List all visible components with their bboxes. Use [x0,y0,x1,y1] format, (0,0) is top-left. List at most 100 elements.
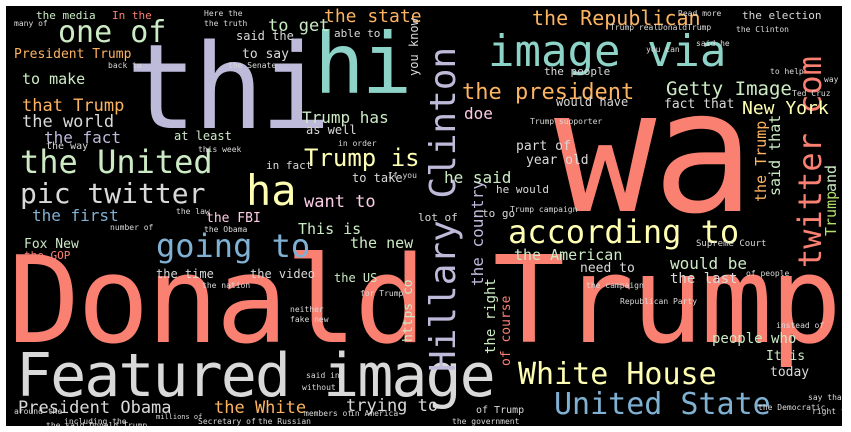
word-in-fact: in fact [266,159,313,172]
word-trump-campaign: Trump campaign [510,205,578,214]
word-number-of: number of [110,223,154,232]
word-trump-is: Trump is [304,144,420,172]
word-say-that: say that [808,393,842,402]
word-donald-trump: Donald Trump [8,232,842,371]
word-the-us: the US [334,271,378,285]
word-lot-of: lot of [418,211,458,224]
word-back-to: back to [108,61,142,70]
word-year-old: year old [526,153,589,168]
word-to-go: to go [482,207,516,220]
word-the-fbi: the FBI [206,211,261,226]
word-trump-has: Trump has [302,108,389,127]
word-https-co: https co [401,279,416,342]
word-people-who: people who [712,331,797,347]
word-the-campaign: the campaign [586,281,644,290]
word-at-least: at least [174,129,232,143]
word-the-republican: the Republican [532,6,701,30]
word-ted-cruz: Ted Cruz [792,89,831,98]
word-trump: Trump [822,190,840,236]
word-to-get: to get [268,16,330,36]
word-in-america: in America [350,409,399,418]
word-getty-image: Getty Image [666,78,792,100]
word-the-last: the last [670,271,738,287]
word-today: today [770,365,810,380]
word-the-government: the government [452,417,520,426]
word-the-senate: the Senate [228,61,277,70]
word-of-trump: of Trump [476,405,525,416]
word-would-be: would be [670,254,748,273]
word-way-to: way to [824,75,842,84]
word-fake-new: fake new [290,315,329,324]
word-secretary-of: Secretary of [198,417,256,426]
word-white-house: White House [518,357,717,392]
word-the-media: the media [36,9,96,22]
word-this-is: This is [298,220,362,238]
word-supreme-court: Supreme Court [696,239,767,249]
word-hillary-clinton: Hillary Clinton [423,46,464,372]
word-members-of: members of [304,409,353,418]
word-neither: neither [290,305,324,314]
word-pic-twitter: pic twitter [20,177,206,210]
word-including-the: including the [64,417,127,426]
word-the-democratic: the Democratic [758,403,826,412]
word-fact-that: fact that [664,97,735,112]
word-the-law: the law [176,207,210,216]
word-featured-image: Featured image [16,341,496,411]
word-according-to: according to [508,213,740,251]
word-the-state: the state [324,6,422,27]
word-the-right: the right [483,278,499,354]
word-to-make: to make [22,70,86,88]
word-united-state: United State [554,387,771,422]
word-to-take: to take [352,171,403,185]
word-the-way: the way [46,141,89,152]
word-in-order: in order [338,139,377,148]
word-right-to: right to [812,407,842,416]
word-one-of: one of [58,15,167,50]
word-part-of: part of [516,139,571,154]
word-the-president: the president [462,80,635,105]
word-he-would: he would [496,183,549,196]
word-need-to: need to [580,261,635,276]
word-the-fact: the fact [44,128,122,147]
word-around-the: around the [14,407,63,416]
word-that-trump: that Trump [22,96,125,116]
word-the-world: the world [22,112,115,132]
word-the-russian: the Russian [258,417,311,426]
word-of-people: of people [746,269,790,278]
word-it-is: It is [766,349,806,364]
word-trying-to: trying to [346,396,439,416]
word-trump-realdonaldtrump: Trump realDonaldTrump [610,23,712,32]
word-without: without [302,383,336,392]
word-president-obama: President Obama [18,398,172,418]
word-hi: hi [314,15,412,113]
word-the-new: the new [350,234,414,252]
word-want-to: want to [304,192,376,212]
word-the-video: the video [250,267,316,281]
word-in-the: In the [112,9,152,22]
word-and: and [822,164,840,192]
word-going-to: going to [156,227,311,265]
word-the-country: the country [468,180,487,286]
word-twitter-com: twitter com [791,56,829,268]
word-the-united: the United [20,143,213,181]
word-the-gop: the GOP [24,249,71,262]
word-to-help: to help [770,67,804,76]
word-president-trump: President Trump [14,47,132,62]
word-said-donald-trump: the said Donald Trump [46,421,148,427]
word-new-york: New York [742,98,829,119]
word-the-obama: the Obama [204,225,248,234]
word-read-more: Read more [678,9,722,18]
word-the-truth: the truth [204,19,248,28]
word-he-said: he said [444,168,512,187]
word-image-via: image via [488,26,727,77]
word-you-know: you know [407,18,421,76]
word-the-clinton: the Clinton [736,25,789,34]
word-of-course: of course [499,295,514,366]
word-the-nation: the nation [202,281,251,290]
word-instead-of: instead of [776,321,825,330]
word-the-american: the American [514,246,623,264]
word-wa: wa [554,54,755,252]
word-the-white: the White [214,398,307,418]
word-would-have: would have [556,95,629,109]
word-as-well: as well [306,123,357,137]
